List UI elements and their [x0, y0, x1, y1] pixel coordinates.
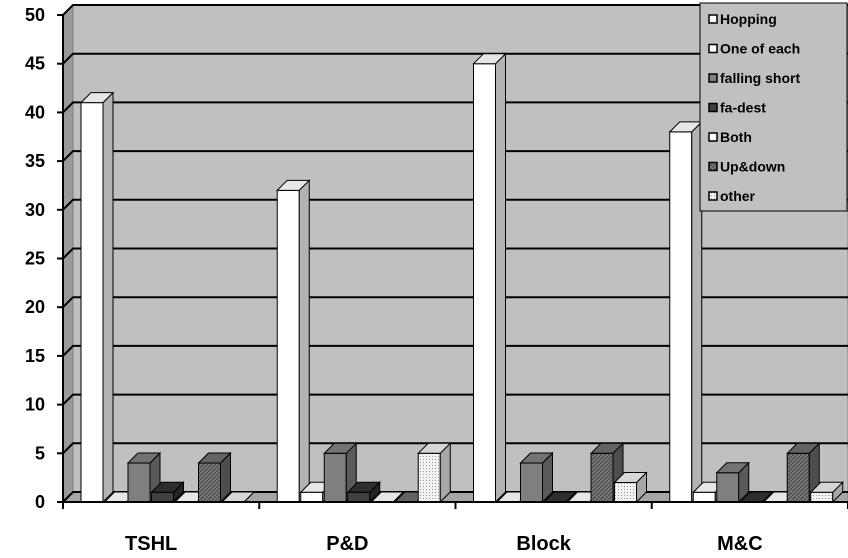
legend-label: falling short	[720, 70, 800, 86]
legend-label: Up&down	[720, 159, 785, 175]
x-axis: TSHL P&D Block M&C	[62, 501, 848, 555]
y-tick-label: 20	[25, 297, 45, 317]
y-tick-label: 15	[25, 346, 45, 366]
bar-mc-other	[809, 481, 844, 504]
y-tick-label: 50	[25, 5, 45, 25]
legend-item: Both	[708, 129, 752, 145]
bar-tshl-up-down	[197, 451, 232, 504]
gridline	[62, 150, 848, 162]
x-tick-label: TSHL	[125, 533, 177, 555]
legend-item: fa-dest	[708, 100, 766, 116]
gridline	[62, 247, 848, 260]
bar-mc-up-down	[786, 442, 821, 504]
x-tick-label: Block	[516, 533, 571, 555]
bar-pd-hopping	[276, 179, 311, 504]
legend-item: Hopping	[708, 11, 777, 27]
bar-mc-hopping	[668, 120, 703, 504]
y-axis: 0 5 10 15 20 25 30 35 40 45 50	[25, 5, 64, 512]
legend-swatch	[708, 102, 718, 113]
legend-swatch	[708, 14, 718, 24]
legend-swatch	[708, 73, 718, 83]
bar-mc-falling-short	[715, 461, 750, 504]
gridline	[62, 101, 848, 114]
legend: Hopping One of each falling short fa-dest Bo…	[699, 2, 848, 212]
y-tick-label: 10	[25, 395, 45, 415]
y-tick-label: 25	[25, 249, 45, 269]
legend-item: other	[708, 188, 756, 204]
gridline	[62, 344, 848, 357]
legend-box	[699, 2, 848, 212]
gridline	[62, 52, 848, 65]
legend-swatch	[708, 43, 718, 54]
x-tick-label: M&C	[717, 533, 763, 555]
legend-label: One of each	[720, 41, 800, 57]
gridline	[62, 4, 848, 16]
legend-swatch	[708, 161, 718, 172]
y-tick-label: 35	[25, 151, 45, 171]
gridline	[62, 296, 848, 308]
gridline	[62, 442, 848, 455]
legend-label: fa-dest	[720, 100, 766, 116]
bar-block-falling-short	[519, 451, 554, 504]
x-tick-label: P&D	[326, 533, 368, 555]
y-tick-label: 45	[25, 54, 45, 74]
legend-label: other	[720, 188, 756, 204]
bar-tshl-other	[220, 491, 256, 503]
legend-label: Hopping	[720, 11, 777, 27]
y-tick-label: 40	[25, 102, 45, 122]
legend-swatch	[708, 191, 718, 201]
gridlines	[62, 4, 848, 503]
legend-item: Up&down	[708, 159, 785, 175]
bar-pd-fa-dest	[346, 481, 381, 504]
legend-item: falling short	[708, 70, 800, 86]
y-tick-label: 5	[35, 443, 45, 463]
y-tick-label: 30	[25, 200, 45, 220]
bar-tshl-hopping	[79, 91, 115, 504]
y-tick-label: 0	[35, 492, 45, 512]
legend-swatch	[708, 132, 718, 142]
bars	[79, 52, 844, 504]
bar-pd-other	[417, 442, 452, 504]
bar-block-other	[613, 471, 648, 504]
gridline	[62, 198, 848, 211]
bar-tshl-fa-dest	[150, 481, 185, 504]
gridline	[62, 393, 848, 406]
bar-block-hopping	[472, 52, 507, 504]
legend-label: Both	[720, 129, 752, 145]
legend-item: One of each	[708, 41, 800, 57]
